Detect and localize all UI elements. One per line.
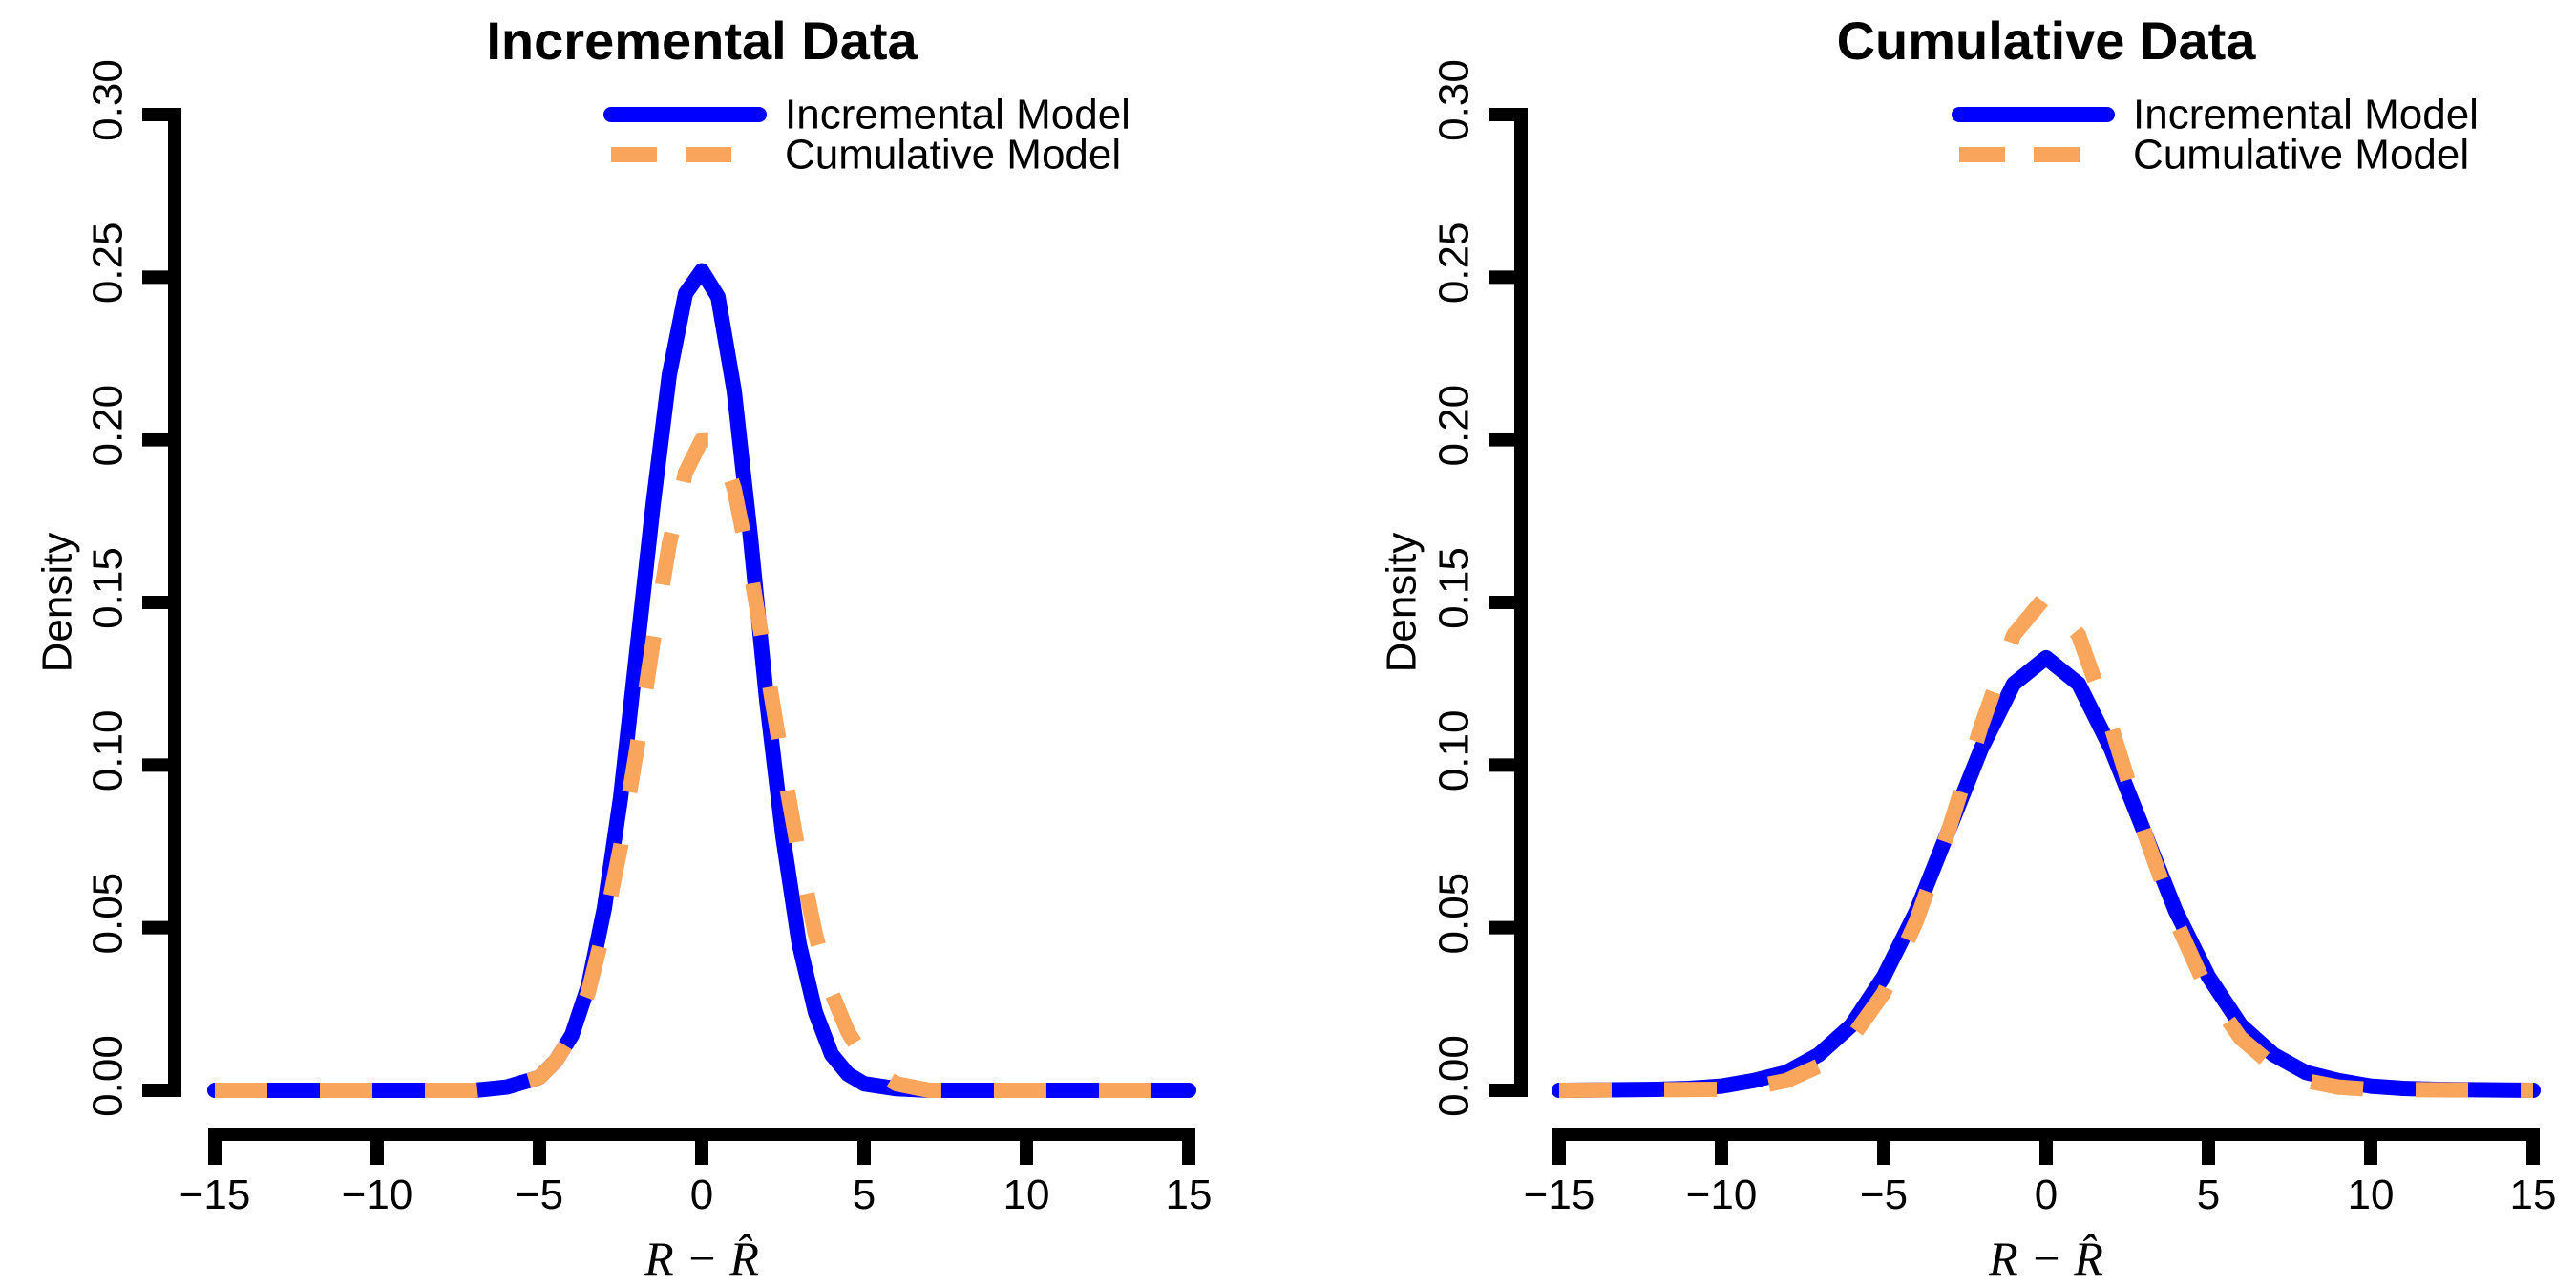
chart-title: Cumulative Data <box>1837 11 2257 71</box>
x-tick-label: −15 <box>1524 1171 1595 1218</box>
x-axis-label: R − R̂ <box>644 1232 759 1285</box>
y-axis-label: Density <box>1379 533 1425 673</box>
x-tick-label: 15 <box>1166 1171 1213 1218</box>
legend-label: Cumulative Model <box>785 132 1121 179</box>
x-tick-label: 5 <box>2197 1171 2220 1218</box>
x-tick-label: 0 <box>690 1171 713 1218</box>
y-tick-label: 0.10 <box>85 710 132 792</box>
y-tick-label: 0.20 <box>1431 385 1478 467</box>
incremental-data-panel: Incremental Data 0.00 0.05 0.10 0.15 0.20 0.25… <box>34 11 1213 1285</box>
y-tick-label: 0.00 <box>85 1035 132 1117</box>
chart-title: Incremental Data <box>486 11 918 71</box>
y-tick-label: 0.25 <box>85 222 132 305</box>
y-tick-label: 0.15 <box>1431 547 1478 629</box>
cumulative-data-panel: Cumulative Data 0.00 0.05 0.10 0.15 0.20 0.25 0… <box>1379 11 2557 1285</box>
series-line-cumulative-model <box>215 432 1189 1098</box>
x-tick-label: −15 <box>179 1171 251 1218</box>
x-tick-label: 10 <box>1003 1171 1050 1218</box>
x-tick-label: −5 <box>516 1171 563 1218</box>
y-tick-label: 0.30 <box>85 59 132 141</box>
x-tick-label: −5 <box>1860 1171 1908 1218</box>
x-tick-label: −10 <box>342 1171 413 1218</box>
y-tick-label: 0.15 <box>85 547 132 629</box>
series-line-incremental-model <box>207 263 1196 1098</box>
x-tick-label: −10 <box>1686 1171 1758 1218</box>
legend-label: Incremental Model <box>2133 92 2479 138</box>
series-line-cumulative-model <box>1558 588 2534 1098</box>
y-tick-label: 0.30 <box>1431 59 1478 141</box>
y-tick-label: 0.05 <box>1431 873 1478 955</box>
y-axis-label: Density <box>34 533 81 673</box>
x-tick-label: 15 <box>2510 1171 2557 1218</box>
x-tick-label: 0 <box>2035 1171 2058 1218</box>
y-tick-label: 0.25 <box>1431 222 1478 305</box>
y-tick-label: 0.20 <box>85 385 132 467</box>
legend-label: Incremental Model <box>785 92 1130 138</box>
legend-label: Cumulative Model <box>2133 132 2469 179</box>
x-tick-label: 5 <box>853 1171 876 1218</box>
x-tick-label: 10 <box>2348 1171 2395 1218</box>
x-axis-label: R − R̂ <box>1988 1232 2103 1285</box>
y-tick-label: 0.00 <box>1431 1035 1478 1117</box>
y-tick-label: 0.10 <box>1431 710 1478 792</box>
y-tick-label: 0.05 <box>85 873 132 955</box>
series-line-incremental-model <box>1552 649 2541 1098</box>
